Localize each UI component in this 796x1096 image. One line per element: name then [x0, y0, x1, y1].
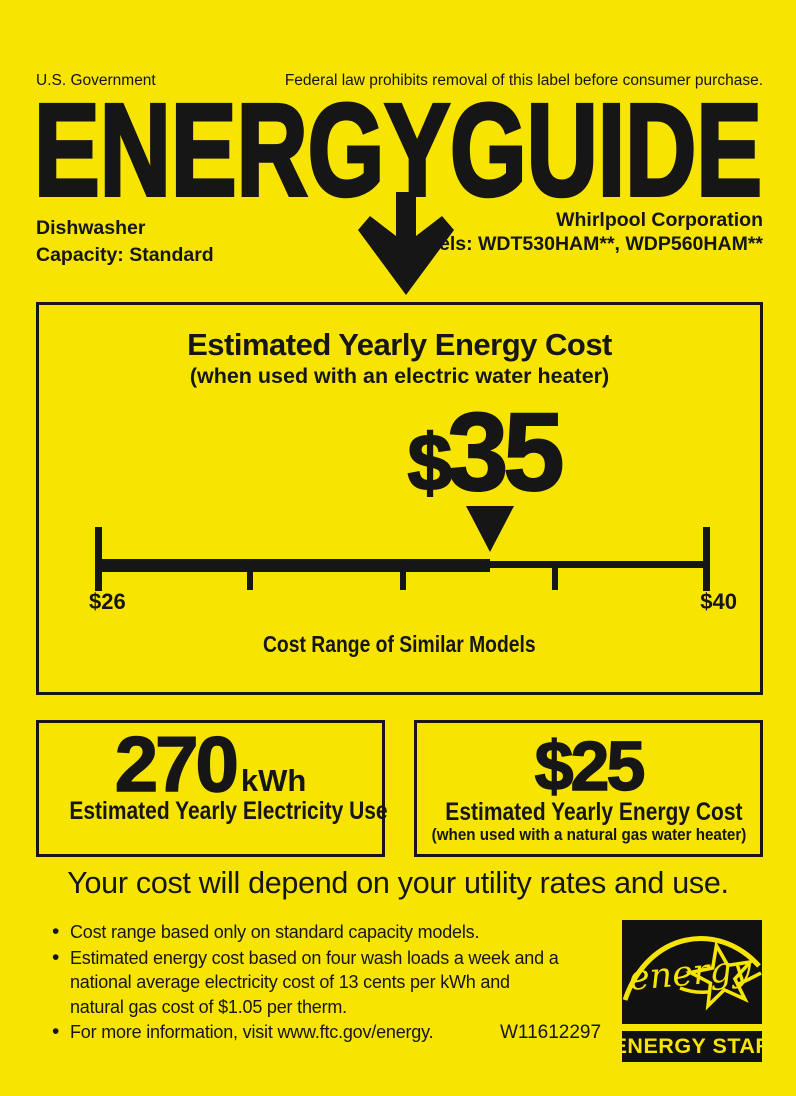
gas-cost-sublabel: (when used with a natural gas water heat…	[431, 825, 746, 844]
model-numbers: Models: WDT530HAM**, WDP560HAM**	[398, 233, 763, 255]
cost-amount: 35	[446, 390, 565, 515]
bullet-item: • Cost range based only on standard capa…	[52, 920, 560, 945]
bullet-list: • Cost range based only on standard capa…	[52, 920, 560, 1046]
scale-range-bar	[98, 559, 490, 572]
star-icon	[685, 940, 755, 1011]
bullet-item: • Estimated energy cost based on four wa…	[52, 946, 560, 1020]
cost-currency: $	[407, 417, 453, 508]
bullet-dot: •	[52, 1020, 60, 1043]
scale-min-label: $26	[89, 589, 126, 614]
scale-pointer	[465, 506, 514, 552]
bullet-text: Cost range based only on standard capaci…	[70, 922, 480, 942]
bullet-item: • For more information, visit www.ftc.go…	[52, 1020, 560, 1045]
electricity-unit: kWh	[240, 763, 307, 798]
energy-star-logo: energy ENERGY STAR	[613, 920, 771, 1062]
scale-caption: Cost Range of Similar Models	[263, 631, 536, 657]
energyguide-logo: ENERGYGUIDE	[33, 99, 763, 199]
energy-star-emblem: energy	[622, 920, 762, 1024]
gas-cost-box: $25 Estimated Yearly Energy Cost (when u…	[414, 720, 763, 857]
electricity-label: Estimated Yearly Electricity Use	[69, 797, 388, 825]
scale-tick	[551, 562, 558, 590]
scale-cap-max	[703, 527, 710, 591]
government-label: U.S. Government	[36, 72, 156, 89]
federal-notice: Federal law prohibits removal of this la…	[284, 72, 763, 89]
appliance-capacity: Capacity: Standard	[36, 244, 214, 266]
bullet-dot: •	[52, 945, 60, 969]
yearly-energy-cost-box: Estimated Yearly Energy Cost (when used …	[36, 302, 763, 695]
electricity-value: 270	[114, 720, 240, 808]
estimated-cost-value: $35	[407, 389, 566, 516]
gas-cost-value: $25	[534, 727, 646, 805]
utility-note: Your cost will depend on your utility ra…	[67, 866, 729, 900]
manufacturer-name: Whirlpool Corporation	[556, 209, 763, 231]
scale-tick	[247, 562, 254, 590]
electricity-use-box: 270 kWh Estimated Yearly Electricity Use	[36, 720, 388, 857]
main-box-subtitle: (when used with an electric water heater…	[189, 364, 610, 388]
main-box-title: Estimated Yearly Energy Cost	[187, 327, 612, 362]
scale-max-label: $40	[700, 589, 737, 614]
part-number: W11612297	[500, 1022, 602, 1043]
appliance-type: Dishwasher	[36, 217, 146, 239]
scale-cap-min	[95, 527, 102, 591]
gas-cost-label: Estimated Yearly Energy Cost	[445, 798, 743, 826]
bullet-text: For more information, visit www.ftc.gov/…	[70, 1022, 434, 1042]
appliance-info: Dishwasher Capacity: Standard	[36, 215, 214, 269]
down-arrow-icon	[358, 192, 454, 295]
scale-track	[95, 506, 710, 593]
energy-star-wordmark: ENERGY STAR	[613, 1031, 771, 1062]
energyguide-logo-text: ENERGYGUIDE	[34, 99, 762, 199]
manufacturer-info: Whirlpool Corporation Models: WDT530HAM*…	[399, 208, 763, 256]
bullet-text: Estimated energy cost based on four wash…	[70, 947, 559, 1017]
energy-star-emblem-art: energy	[622, 936, 762, 1011]
bullet-dot: •	[52, 920, 60, 943]
scale-tick	[399, 562, 406, 590]
